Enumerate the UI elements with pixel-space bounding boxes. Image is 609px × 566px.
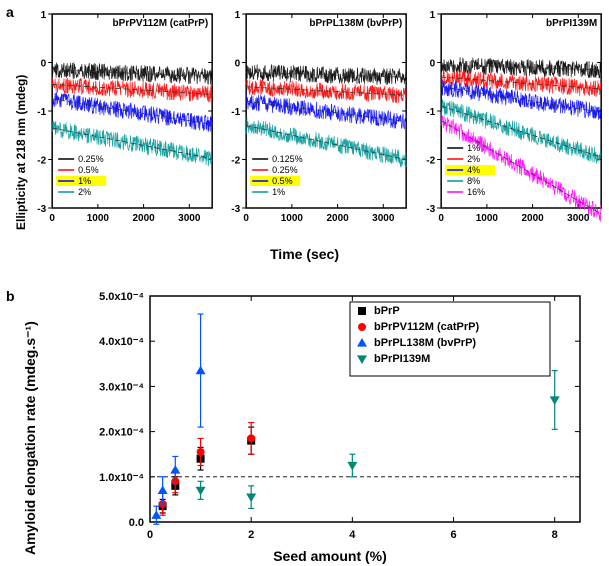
svg-text:-3: -3 bbox=[232, 204, 241, 215]
svg-text:0: 0 bbox=[438, 213, 444, 224]
svg-text:bPrPV112M (catPrP): bPrPV112M (catPrP) bbox=[374, 321, 479, 333]
svg-text:2000: 2000 bbox=[521, 213, 544, 224]
svg-text:bPrPV112M (catPrP): bPrPV112M (catPrP) bbox=[113, 18, 209, 29]
svg-text:0.5%: 0.5% bbox=[78, 165, 99, 175]
svg-text:1.0x10⁻⁴: 1.0x10⁻⁴ bbox=[99, 472, 144, 484]
svg-text:5.0x10⁻⁴: 5.0x10⁻⁴ bbox=[99, 291, 144, 303]
svg-text:1%: 1% bbox=[272, 187, 285, 197]
svg-text:4%: 4% bbox=[467, 165, 480, 175]
svg-text:bPrP: bPrP bbox=[374, 305, 400, 317]
mini-chart-svg-1: -3 -2 -1 0 1 0 1000 2000 3000 bPrPL138M (bvPrP) 0.… bbox=[218, 8, 410, 246]
svg-text:3.0x10⁻⁴: 3.0x10⁻⁴ bbox=[99, 381, 144, 393]
svg-text:-2: -2 bbox=[426, 156, 435, 167]
svg-text:4.0x10⁻⁴: 4.0x10⁻⁴ bbox=[99, 336, 144, 348]
panel-a-charts: -3-2-1010100020003000bPrPV112M (catPrP)0… bbox=[24, 8, 605, 246]
scatter-svg: 0.0 1.0x10⁻⁴ 2.0x10⁻⁴ 3.0x10⁻⁴ 4.0x10⁻⁴ 5.0x1… bbox=[80, 290, 590, 552]
svg-text:1: 1 bbox=[235, 10, 241, 21]
svg-text:0.25%: 0.25% bbox=[78, 154, 104, 164]
svg-text:0: 0 bbox=[244, 213, 250, 224]
svg-text:8%: 8% bbox=[467, 176, 480, 186]
mini-chart-0: -3 -2 -1 0 1 0 1000 2000 3000 bPrPV112M (catPrP) 0… bbox=[24, 8, 216, 246]
svg-text:3000: 3000 bbox=[178, 213, 201, 224]
svg-text:1000: 1000 bbox=[475, 213, 498, 224]
svg-text:-2: -2 bbox=[232, 156, 241, 167]
svg-text:1: 1 bbox=[429, 10, 435, 21]
svg-text:3000: 3000 bbox=[567, 213, 590, 224]
mini-chart-svg-2: -3 -2 -1 0 1 0 1000 2000 3000 bPrPI139M 1%2%4%8%16… bbox=[413, 8, 605, 246]
svg-text:0: 0 bbox=[41, 59, 47, 70]
svg-text:bPrPL138M (bvPrP): bPrPL138M (bvPrP) bbox=[374, 337, 476, 349]
svg-text:0.0: 0.0 bbox=[129, 517, 144, 529]
svg-text:2%: 2% bbox=[78, 187, 91, 197]
scatter-y-axis-label: Amyloid elongation rate (mdeg.s⁻¹) bbox=[22, 321, 39, 555]
svg-text:0: 0 bbox=[235, 59, 241, 70]
mini-chart-svg-0: -3 -2 -1 0 1 0 1000 2000 3000 bPrPV112M (catPrP) 0… bbox=[24, 8, 216, 246]
svg-text:8: 8 bbox=[552, 529, 558, 541]
svg-text:1%: 1% bbox=[78, 176, 91, 186]
svg-text:-3: -3 bbox=[426, 204, 435, 215]
svg-text:1000: 1000 bbox=[281, 213, 304, 224]
svg-text:0.25%: 0.25% bbox=[272, 165, 298, 175]
svg-text:0: 0 bbox=[49, 213, 55, 224]
svg-text:bPrPI139M: bPrPI139M bbox=[374, 353, 430, 365]
panel-b-label: b bbox=[6, 288, 15, 304]
top-x-axis-label: Time (sec) bbox=[270, 246, 339, 262]
svg-text:2.0x10⁻⁴: 2.0x10⁻⁴ bbox=[99, 427, 144, 439]
svg-text:2%: 2% bbox=[467, 154, 480, 164]
svg-text:-1: -1 bbox=[232, 107, 241, 118]
panel-a-label: a bbox=[6, 4, 14, 20]
panel-b-scatter: 0.0 1.0x10⁻⁴ 2.0x10⁻⁴ 3.0x10⁻⁴ 4.0x10⁻⁴ 5.0x1… bbox=[80, 290, 590, 552]
svg-text:0.5%: 0.5% bbox=[272, 176, 293, 186]
svg-text:2000: 2000 bbox=[132, 213, 155, 224]
svg-text:1: 1 bbox=[41, 10, 47, 21]
svg-text:bPrPI139M: bPrPI139M bbox=[546, 18, 597, 29]
svg-text:-1: -1 bbox=[37, 107, 46, 118]
svg-text:-1: -1 bbox=[426, 107, 435, 118]
svg-text:-2: -2 bbox=[37, 156, 46, 167]
svg-text:bPrPL138M (bvPrP): bPrPL138M (bvPrP) bbox=[310, 18, 403, 29]
svg-text:0: 0 bbox=[147, 529, 153, 541]
svg-text:0.125%: 0.125% bbox=[272, 154, 303, 164]
svg-text:1000: 1000 bbox=[87, 213, 110, 224]
svg-text:6: 6 bbox=[450, 529, 456, 541]
mini-chart-2: -3 -2 -1 0 1 0 1000 2000 3000 bPrPI139M 1%2%4%8%16… bbox=[413, 8, 605, 246]
svg-text:-3: -3 bbox=[37, 204, 46, 215]
svg-text:2000: 2000 bbox=[327, 213, 350, 224]
svg-text:4: 4 bbox=[349, 529, 356, 541]
svg-text:3000: 3000 bbox=[373, 213, 396, 224]
svg-text:0: 0 bbox=[429, 59, 435, 70]
svg-text:2: 2 bbox=[248, 529, 254, 541]
svg-text:1%: 1% bbox=[467, 143, 480, 153]
svg-text:16%: 16% bbox=[467, 187, 485, 197]
mini-chart-1: -3 -2 -1 0 1 0 1000 2000 3000 bPrPL138M (bvPrP) 0.… bbox=[218, 8, 410, 246]
